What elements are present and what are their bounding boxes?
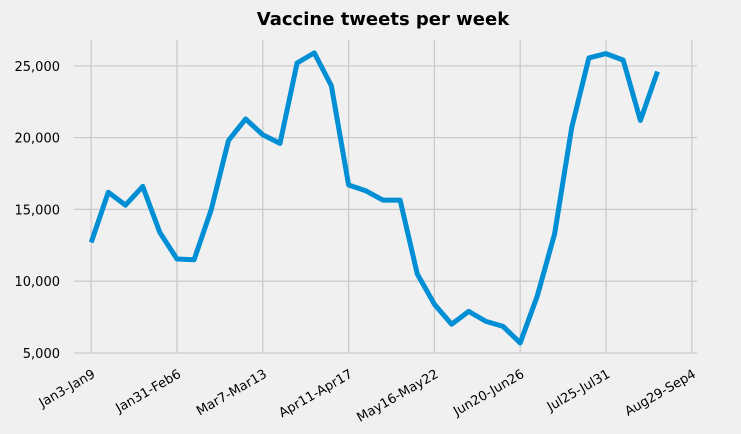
series-layer: [88, 50, 660, 346]
x-tick-label: Jan31-Feb6: [113, 367, 184, 417]
x-tick-label: May16-May22: [355, 367, 442, 426]
y-tick-label: 15,000: [15, 203, 61, 218]
chart-title: Vaccine tweets per week: [257, 9, 510, 30]
y-tick-label: 10,000: [15, 275, 61, 290]
x-tick-label: Mar7-Mar13: [194, 367, 270, 419]
y-tick-label: 5,000: [23, 347, 60, 362]
x-tick-label: Apr11-Apr17: [277, 367, 356, 421]
y-tick-label: 20,000: [15, 132, 61, 147]
x-tick-label: Jul25-Jul31: [544, 367, 613, 415]
y-grid: [74, 65, 697, 354]
y-tick-labels: 5,000 10,000 15,000 20,000 25,000: [15, 60, 61, 362]
x-tick-label: Aug29-Sep4: [622, 367, 698, 420]
x-grid: [90, 40, 693, 353]
x-tick-label: Jun20-Jun26: [450, 367, 527, 420]
series-line: [88, 50, 660, 346]
y-tick-label: 25,000: [15, 60, 61, 75]
x-tick-labels: Jan3-Jan9 Jan31-Feb6 Mar7-Mar13 Apr11-Apr17…: [36, 367, 699, 426]
x-tick-label: Jan3-Jan9: [36, 367, 98, 412]
